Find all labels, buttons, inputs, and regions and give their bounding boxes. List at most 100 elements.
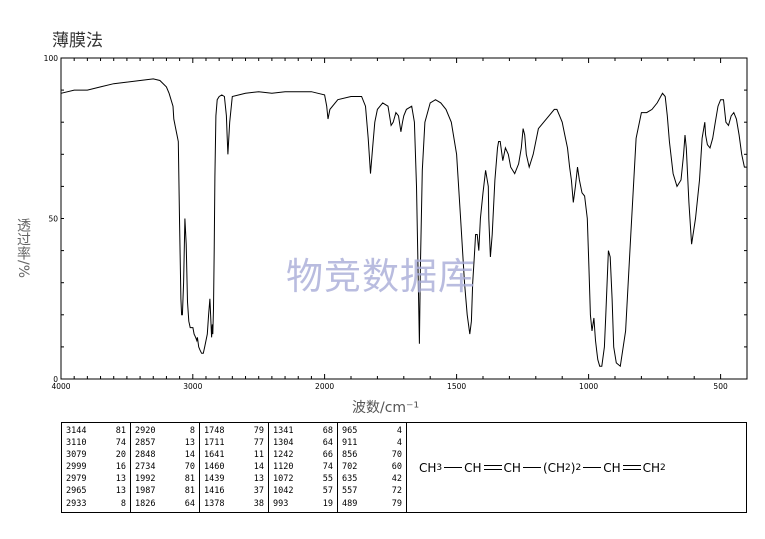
peak-intensity: 20 <box>115 450 126 461</box>
peak-wavenumber: 911 <box>342 438 358 449</box>
formula-ch3: CH <box>419 460 437 475</box>
peak-row: 557 72 <box>342 485 402 497</box>
peak-intensity: 74 <box>322 462 333 473</box>
peak-wavenumber: 993 <box>273 498 289 509</box>
peak-intensity: 13 <box>253 474 264 485</box>
peak-intensity: 70 <box>391 450 402 461</box>
y-tick-label: 0 <box>53 375 58 384</box>
peak-wavenumber: 3144 <box>66 426 87 436</box>
peak-row: 1042 57 <box>273 485 333 497</box>
peak-row: 3079 20 <box>66 449 126 461</box>
single-bond <box>444 467 463 468</box>
peak-table: 3144 81 3110 74 3079 20 2999 16 2979 13 2965 13 2933… <box>61 422 747 513</box>
peak-wavenumber: 1242 <box>273 450 294 461</box>
peak-intensity: 60 <box>391 462 402 473</box>
peak-intensity: 16 <box>115 462 126 473</box>
peak-intensity: 64 <box>184 498 195 509</box>
double-bond <box>622 465 641 470</box>
peak-wavenumber: 1341 <box>273 426 294 436</box>
peak-row: 1072 55 <box>273 473 333 485</box>
peak-row: 3110 74 <box>66 437 126 449</box>
peak-intensity: 70 <box>184 462 195 473</box>
peak-intensity: 14 <box>184 450 195 461</box>
peak-wavenumber: 489 <box>342 498 358 509</box>
peak-wavenumber: 2999 <box>66 462 87 473</box>
peak-column: 965 4 911 4 856 70 702 60 635 42 557 72 489 79 <box>338 423 407 512</box>
peak-wavenumber: 635 <box>342 474 358 485</box>
peak-wavenumber: 1378 <box>204 498 225 509</box>
peak-intensity: 79 <box>253 426 264 436</box>
ir-spectrum-chart: 4000 3000 2000 1500 1000 500 0 50 100 <box>44 54 748 391</box>
peak-row: 1992 81 <box>135 473 195 485</box>
peak-row: 1641 11 <box>204 449 264 461</box>
peak-wavenumber: 702 <box>342 462 358 473</box>
peak-wavenumber: 1042 <box>273 486 294 497</box>
peak-wavenumber: 1072 <box>273 474 294 485</box>
peak-row: 2999 16 <box>66 461 126 473</box>
structure-formula: CH 3 CH CH (CH 2) 2 CH CH 2 <box>407 423 746 512</box>
y-axis-label: 透过率/% <box>15 218 31 279</box>
peak-row: 1987 81 <box>135 485 195 497</box>
peak-row: 993 19 <box>273 498 333 510</box>
peak-row: 1439 13 <box>204 473 264 485</box>
formula-ch-a: CH <box>464 460 482 475</box>
peak-row: 1748 79 <box>204 425 264 437</box>
peak-intensity: 55 <box>322 474 333 485</box>
x-axis-label: 波数/cm⁻¹ <box>352 400 420 416</box>
peak-intensity: 11 <box>253 450 264 461</box>
peak-intensity: 37 <box>253 486 264 497</box>
peak-intensity: 64 <box>322 438 333 449</box>
peak-wavenumber: 3110 <box>66 438 87 449</box>
peak-wavenumber: 1120 <box>273 462 294 473</box>
peak-wavenumber: 2965 <box>66 486 87 497</box>
formula-ch3-sub: 3 <box>436 462 443 473</box>
x-tick-label: 1000 <box>579 382 598 391</box>
peak-row: 1460 14 <box>204 461 264 473</box>
peak-row: 1120 74 <box>273 461 333 473</box>
peak-intensity: 13 <box>115 474 126 485</box>
formula-paren-sub: 2 <box>565 462 571 473</box>
peak-intensity: 14 <box>253 462 264 473</box>
peak-wavenumber: 1439 <box>204 474 225 485</box>
peak-row: 702 60 <box>342 461 402 473</box>
peak-intensity: 19 <box>322 498 333 509</box>
peak-wavenumber: 1992 <box>135 474 156 485</box>
peak-wavenumber: 2848 <box>135 450 156 461</box>
formula-paren-group: (CH <box>542 460 566 475</box>
peak-row: 489 79 <box>342 498 402 510</box>
peak-row: 2734 70 <box>135 461 195 473</box>
peak-wavenumber: 2933 <box>66 498 87 509</box>
peak-wavenumber: 1987 <box>135 486 156 497</box>
peak-column: 1748 79 1711 77 1641 11 1460 14 1439 13 1416 37 1378… <box>200 423 269 512</box>
peak-intensity: 81 <box>184 474 195 485</box>
peak-intensity: 74 <box>115 438 126 449</box>
formula-count-sub: 2 <box>575 462 582 473</box>
peak-row: 2979 13 <box>66 473 126 485</box>
spectrum-line <box>60 78 747 368</box>
single-bond <box>583 467 602 468</box>
peak-wavenumber: 2979 <box>66 474 87 485</box>
peak-column: 3144 81 3110 74 3079 20 2999 16 2979 13 2965 13 2933… <box>62 423 131 512</box>
peak-intensity: 8 <box>189 426 195 436</box>
peak-wavenumber: 965 <box>342 426 358 436</box>
single-bond <box>522 467 541 468</box>
y-tick-label: 100 <box>44 54 59 63</box>
x-tick-label: 1500 <box>447 382 466 391</box>
peak-row: 3144 81 <box>66 425 126 437</box>
peak-wavenumber: 2857 <box>135 438 156 449</box>
x-tick-label: 4000 <box>51 382 70 391</box>
method-label: 薄膜法 <box>52 31 103 51</box>
formula-ch-c: CH <box>603 460 621 475</box>
peak-row: 1304 64 <box>273 437 333 449</box>
peak-intensity: 81 <box>115 426 126 436</box>
peak-intensity: 81 <box>184 486 195 497</box>
formula-paren-close: ) <box>570 460 576 475</box>
peak-row: 2857 13 <box>135 437 195 449</box>
double-bond <box>483 465 502 470</box>
x-tick-label: 500 <box>713 382 728 391</box>
peak-wavenumber: 2734 <box>135 462 156 473</box>
peak-column: 2920 8 2857 13 2848 14 2734 70 1992 81 1987 81 1826 6… <box>131 423 200 512</box>
plot-frame <box>60 57 748 380</box>
peak-row: 1826 64 <box>135 498 195 510</box>
peak-row: 1711 77 <box>204 437 264 449</box>
